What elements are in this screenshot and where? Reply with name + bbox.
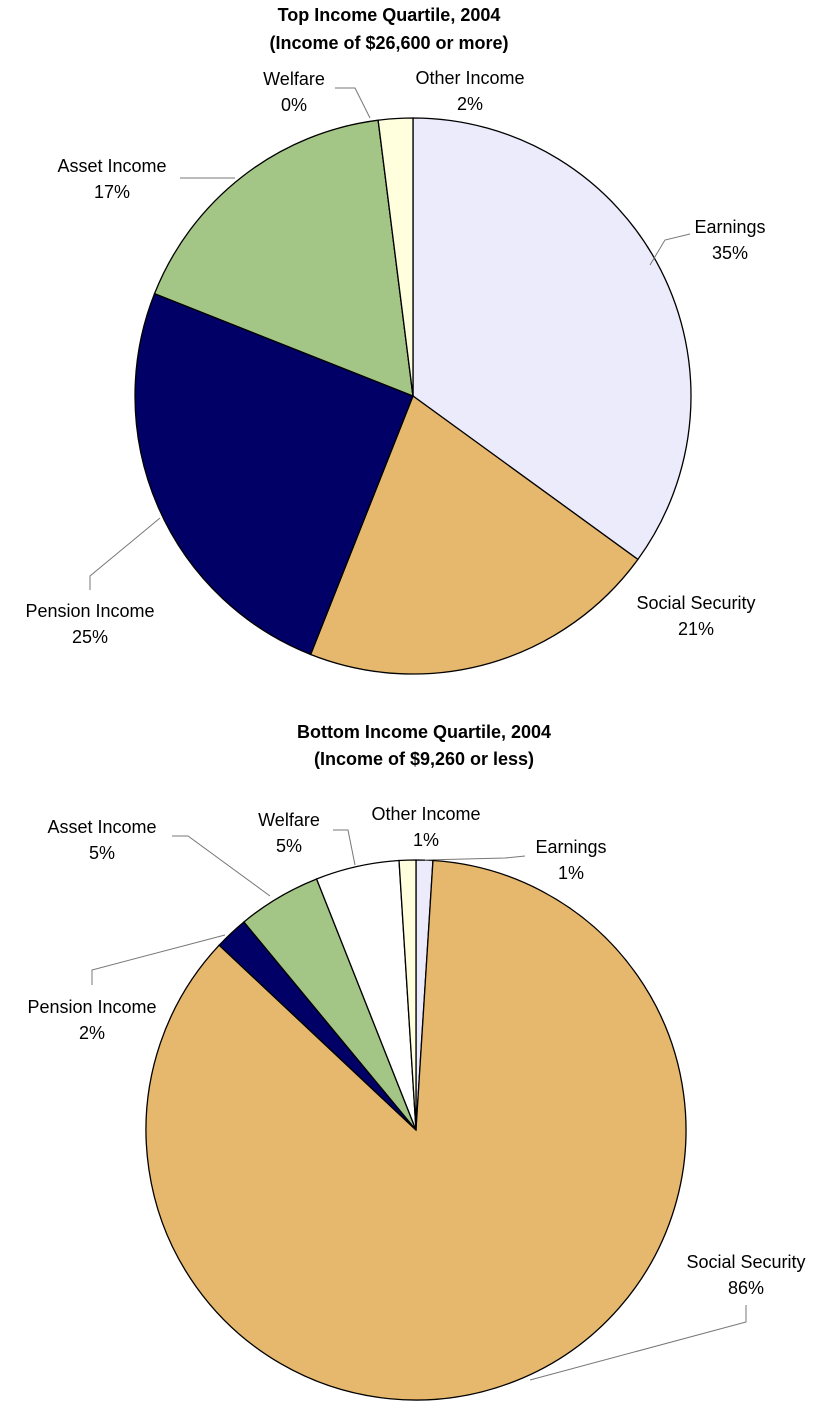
slice-value-label: 25%	[72, 627, 108, 647]
slice-value-label: 2%	[79, 1023, 105, 1043]
slice-value-label: 17%	[94, 182, 130, 202]
slice-value-label: 35%	[712, 243, 748, 263]
leader-line	[333, 829, 356, 866]
leader-line	[172, 835, 271, 897]
slice-label: Asset Income	[57, 156, 166, 176]
pie-slice	[377, 117, 414, 397]
slice-label: Earnings	[694, 217, 765, 237]
slice-label: Pension Income	[27, 997, 156, 1017]
slice-value-label: 1%	[558, 863, 584, 883]
slice-label: Welfare	[263, 69, 325, 89]
leader-line	[649, 233, 691, 266]
slice-label: Social Security	[686, 1252, 805, 1272]
pie-slice	[145, 859, 687, 1401]
slice-label: Other Income	[371, 804, 480, 824]
chart-subtitle: (Income of $9,260 or less)	[314, 749, 534, 769]
slice-label: Welfare	[258, 810, 320, 830]
slice-value-label: 0%	[281, 95, 307, 115]
pie-slice	[134, 292, 414, 656]
pie-slice	[398, 859, 417, 1131]
slice-value-label: 1%	[413, 830, 439, 850]
chart-subtitle: (Income of $26,600 or more)	[269, 33, 508, 53]
slice-value-label: 5%	[276, 836, 302, 856]
slice-label: Pension Income	[25, 601, 154, 621]
pie-slice	[309, 394, 639, 675]
slice-label: Social Security	[636, 593, 755, 613]
pie-slice	[412, 117, 692, 561]
chart-title: Top Income Quartile, 2004	[278, 5, 501, 25]
slice-value-label: 21%	[678, 619, 714, 639]
slice-label: Other Income	[415, 68, 524, 88]
slice-label: Earnings	[535, 837, 606, 857]
chart-title: Bottom Income Quartile, 2004	[297, 722, 551, 742]
leader-line	[424, 855, 526, 861]
leader-line	[335, 87, 371, 119]
leader-line	[89, 517, 161, 590]
slice-value-label: 2%	[457, 94, 483, 114]
leader-line	[91, 934, 226, 985]
slice-label: Asset Income	[47, 817, 156, 837]
slice-value-label: 86%	[728, 1278, 764, 1298]
pie-slice	[153, 119, 414, 398]
slice-value-label: 5%	[89, 843, 115, 863]
leader-line	[529, 1305, 747, 1381]
